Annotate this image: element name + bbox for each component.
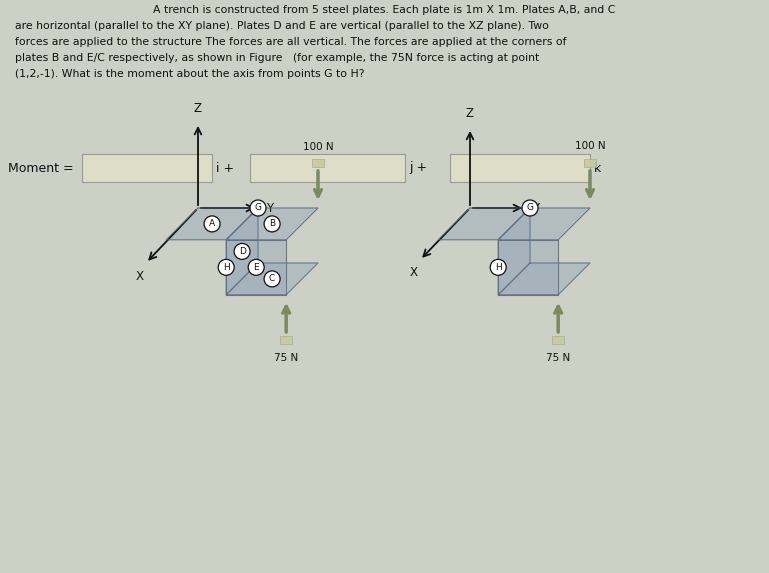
Circle shape [522, 200, 538, 216]
Text: H: H [494, 263, 501, 272]
Text: X: X [410, 266, 418, 279]
Polygon shape [498, 263, 590, 295]
Text: 75 N: 75 N [546, 353, 571, 363]
Polygon shape [226, 263, 318, 295]
Circle shape [250, 200, 266, 216]
Text: Y: Y [532, 202, 539, 214]
Text: (1,2,-1). What is the moment about the axis from points G to H?: (1,2,-1). What is the moment about the a… [15, 69, 365, 79]
Circle shape [204, 216, 220, 232]
Text: H: H [223, 263, 230, 272]
FancyBboxPatch shape [280, 336, 292, 344]
Circle shape [234, 244, 250, 260]
Text: i +: i + [216, 162, 234, 175]
Text: 100 N: 100 N [303, 142, 333, 152]
Text: C: C [269, 274, 275, 284]
Text: Y: Y [266, 202, 273, 214]
Text: A trench is constructed from 5 steel plates. Each plate is 1m X 1m. Plates A,B, : A trench is constructed from 5 steel pla… [153, 5, 615, 15]
Text: A: A [209, 219, 215, 229]
Circle shape [264, 216, 280, 232]
Polygon shape [226, 240, 286, 295]
Polygon shape [498, 208, 530, 295]
FancyBboxPatch shape [312, 159, 324, 167]
Text: Z: Z [466, 107, 474, 120]
Text: Z: Z [194, 102, 202, 115]
Text: G: G [527, 203, 534, 213]
FancyBboxPatch shape [450, 154, 590, 182]
Polygon shape [498, 208, 590, 240]
Text: E: E [253, 263, 259, 272]
Polygon shape [226, 208, 258, 295]
Polygon shape [166, 208, 258, 240]
FancyBboxPatch shape [82, 154, 212, 182]
Text: D: D [238, 247, 245, 256]
Circle shape [490, 260, 506, 275]
Text: 75 N: 75 N [274, 353, 298, 363]
Text: k: k [594, 162, 601, 175]
FancyBboxPatch shape [250, 154, 405, 182]
Text: plates B and E/C respectively, as shown in Figure   (for example, the 75N force : plates B and E/C respectively, as shown … [15, 53, 539, 63]
Text: X: X [136, 270, 144, 283]
Circle shape [218, 260, 235, 275]
Text: B: B [269, 219, 275, 229]
Text: 100 N: 100 N [574, 141, 605, 151]
Polygon shape [226, 208, 318, 240]
Circle shape [248, 260, 265, 275]
Circle shape [264, 271, 280, 287]
Polygon shape [498, 240, 558, 295]
Text: Moment =: Moment = [8, 162, 74, 175]
Text: G: G [255, 203, 261, 213]
FancyBboxPatch shape [552, 336, 564, 344]
Polygon shape [438, 208, 530, 240]
Text: forces are applied to the structure The forces are all vertical. The forces are : forces are applied to the structure The … [15, 37, 567, 47]
Text: are horizontal (parallel to the XY plane). Plates D and E are vertical (parallel: are horizontal (parallel to the XY plane… [15, 21, 549, 31]
Text: j +: j + [409, 162, 427, 175]
FancyBboxPatch shape [584, 159, 596, 167]
